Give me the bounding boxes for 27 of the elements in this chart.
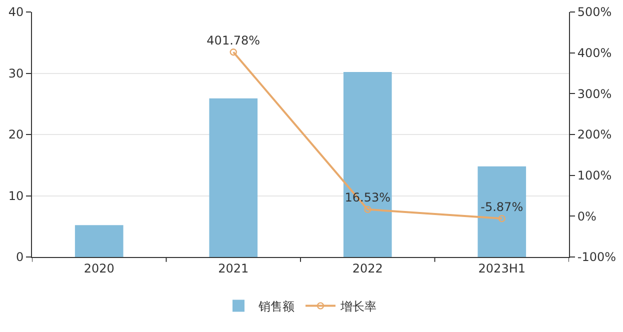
bar	[209, 98, 258, 257]
y-tick-label: 0	[16, 250, 24, 264]
legend-label: 增长率	[340, 299, 376, 314]
y2-tick-label: -100%	[577, 250, 616, 264]
y2-tick-label: 200%	[577, 128, 612, 142]
y2-tick-label: 300%	[577, 86, 612, 101]
y-tick-label: 40	[8, 5, 24, 20]
point	[230, 48, 237, 56]
bar	[343, 72, 392, 257]
y2-tick-label: 0%	[577, 209, 596, 224]
x-tick-label: 2023H1	[478, 261, 526, 276]
x-tick-label: 2022	[352, 261, 383, 276]
y-tick-label: 10	[8, 188, 24, 203]
y2-tick-label: 100%	[577, 168, 612, 183]
data-label: 401.78%	[206, 33, 260, 48]
y-tick-label: 30	[8, 66, 24, 80]
y2-tick-label: 500%	[577, 5, 612, 20]
point	[364, 206, 372, 214]
point	[498, 214, 506, 222]
x-tick-label: 2020	[84, 261, 114, 276]
x-tick-label: 2021	[218, 261, 249, 276]
bar	[478, 166, 526, 257]
legend-label: 销售额	[258, 299, 294, 314]
y-tick-label: 20	[8, 128, 24, 142]
data-label: -5.87%	[480, 200, 524, 214]
bar	[74, 225, 124, 257]
y2-tick-label: 400%	[577, 46, 612, 60]
